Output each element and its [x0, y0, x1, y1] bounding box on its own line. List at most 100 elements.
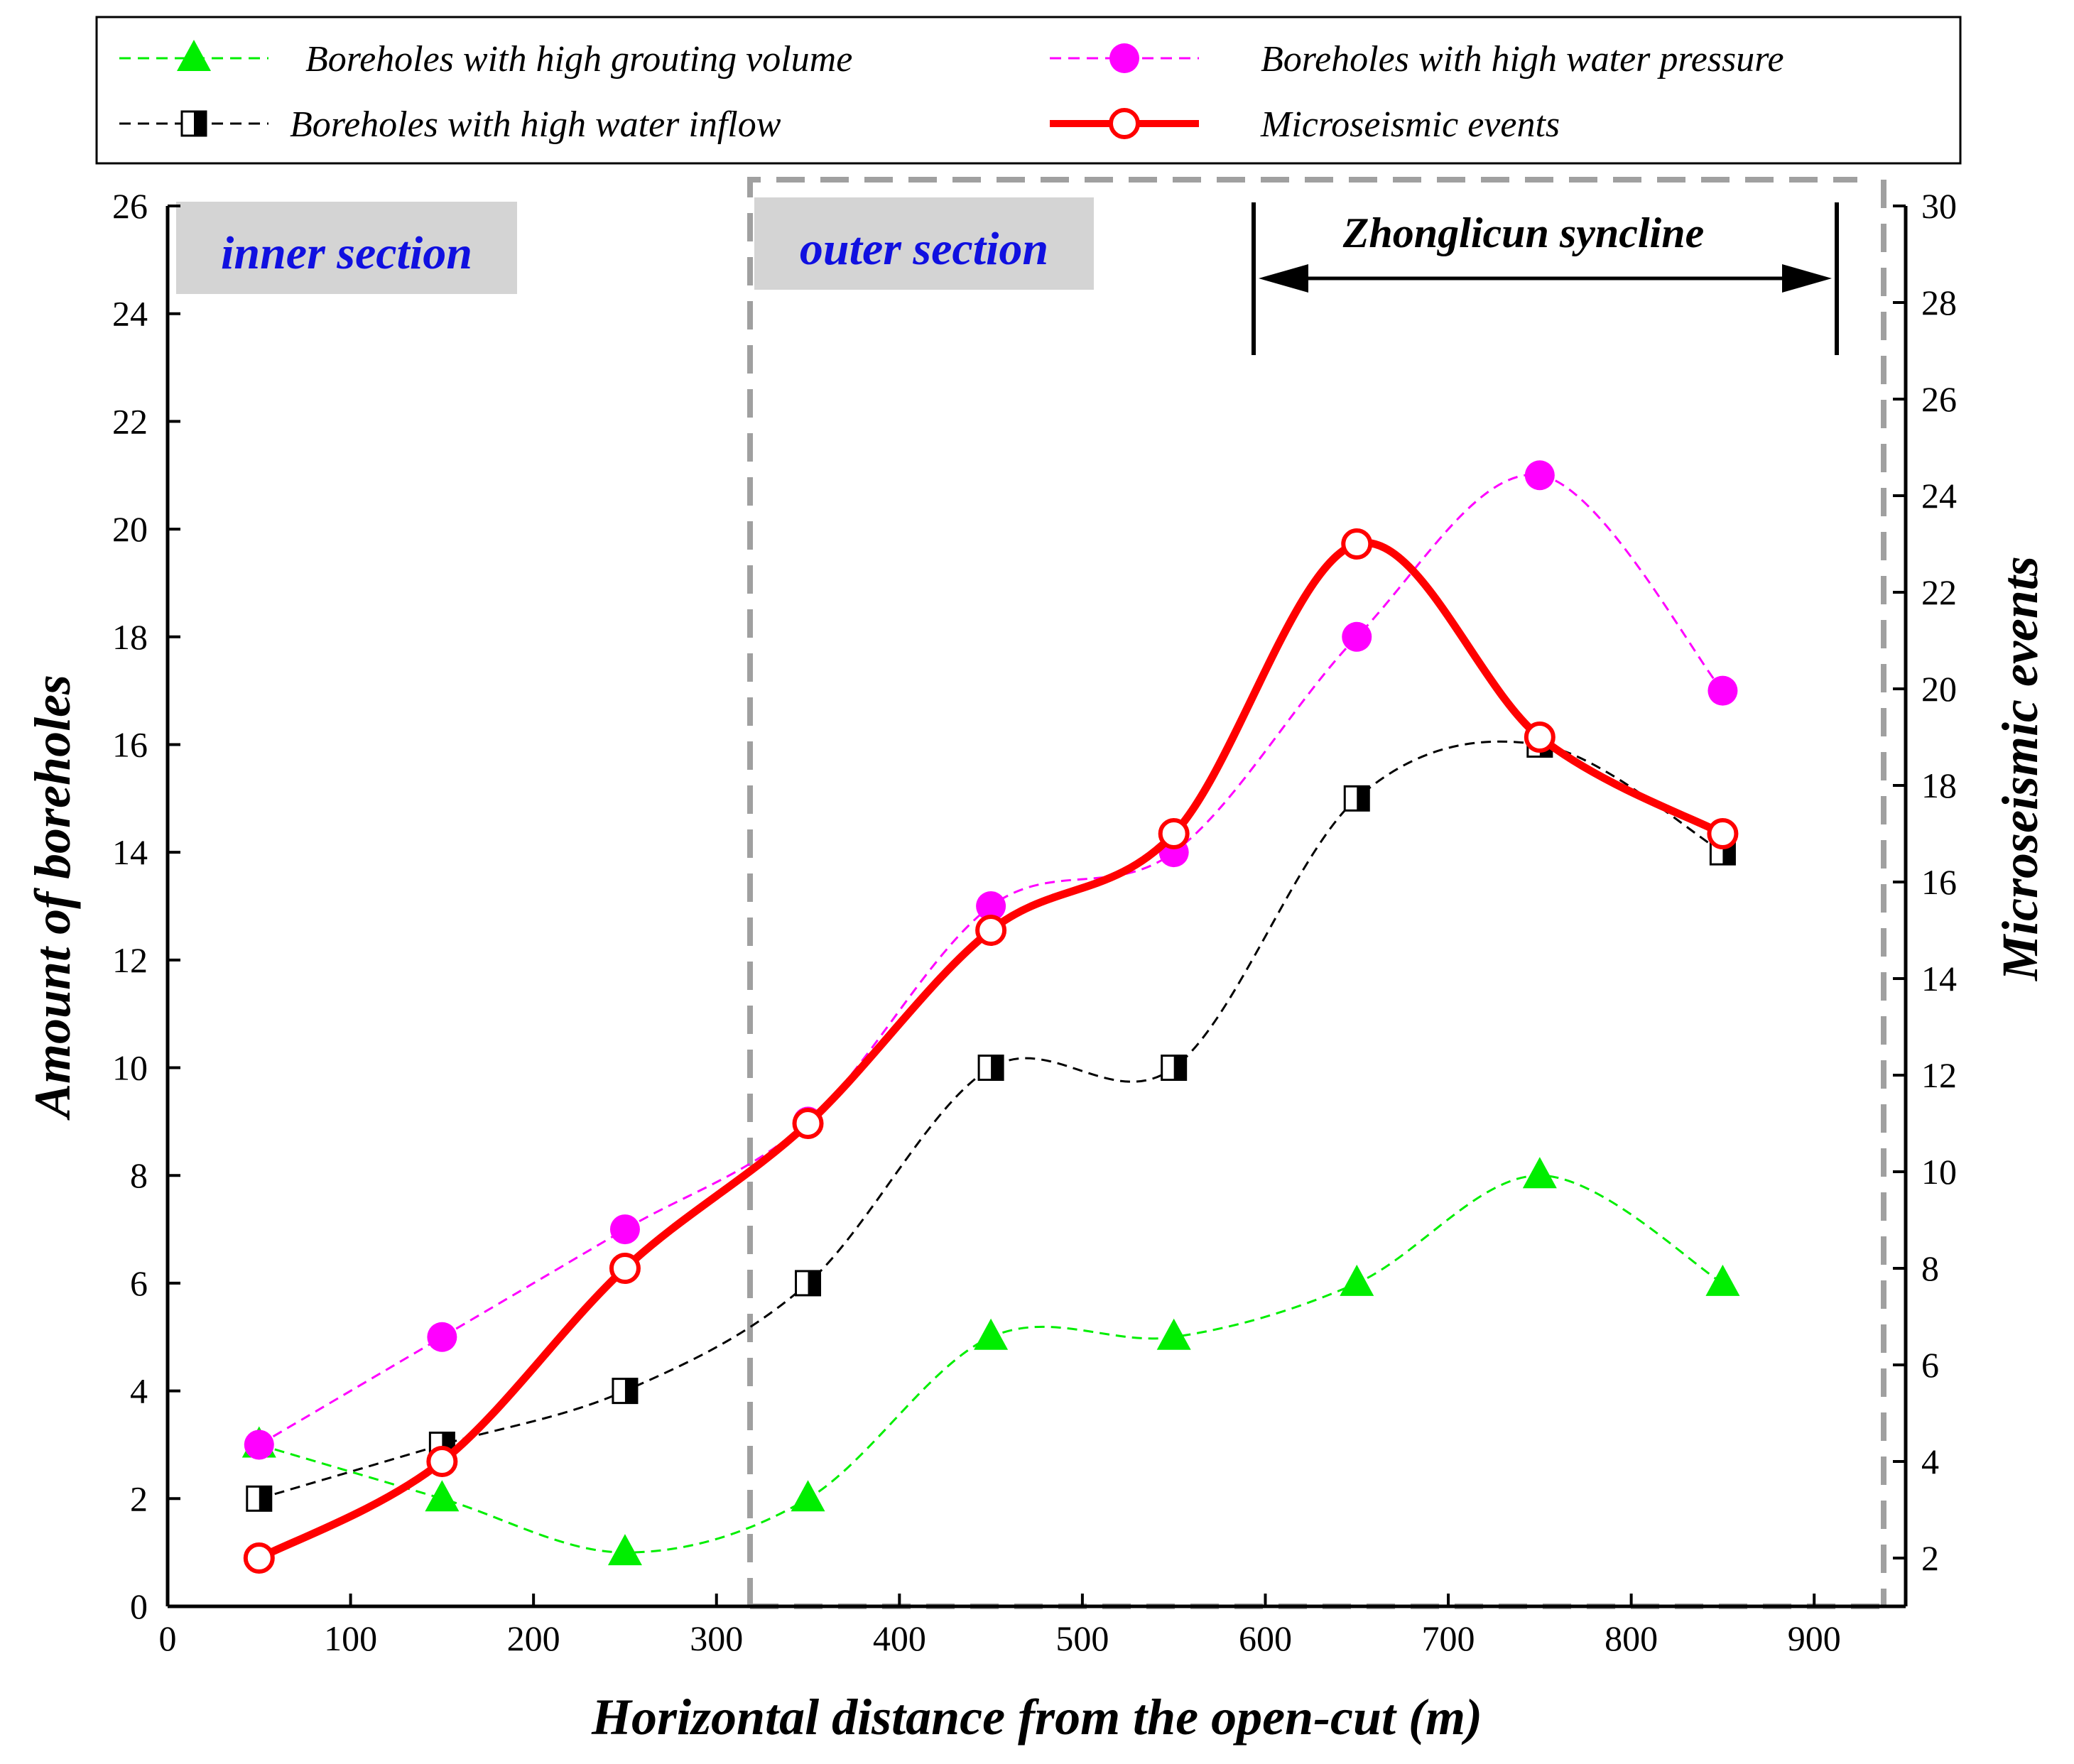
marker-half-square-fill [808, 1270, 820, 1295]
marker-half-square-fill [624, 1378, 637, 1403]
data-point-open-circle [1341, 528, 1373, 560]
y-tick-label: 16 [112, 724, 148, 764]
data-point-triangle [1156, 1318, 1191, 1350]
x-tick-label: 200 [507, 1618, 560, 1658]
data-point-half-square [1343, 785, 1370, 812]
y-tick-label: 8 [130, 1155, 148, 1195]
y-tick-label: 18 [112, 617, 148, 657]
y2-tick-label: 12 [1921, 1055, 1957, 1095]
x-tick-label: 800 [1605, 1618, 1658, 1658]
marker-half-square-fill [1357, 786, 1369, 811]
data-point-open-circle [426, 1446, 458, 1477]
y2-tick-label: 14 [1921, 959, 1957, 998]
data-point-half-square [612, 1378, 639, 1405]
x-tick-label: 700 [1422, 1618, 1475, 1658]
x-tick-label: 900 [1788, 1618, 1841, 1658]
series-line-half-square [259, 740, 1724, 1500]
series-group [241, 460, 1740, 1574]
data-point-triangle [607, 1534, 642, 1566]
data-point-open-circle [975, 915, 1007, 946]
marker-half-square-fill [991, 1055, 1004, 1080]
data-point-triangle [974, 1318, 1009, 1350]
marker-half-square-fill [1173, 1055, 1186, 1080]
legend-item: Boreholes with high water inflow [119, 104, 781, 145]
data-point-triangle [425, 1480, 460, 1512]
x-axis-title: Horizontal distance from the open-cut (m… [591, 1689, 1482, 1746]
legend-label: Boreholes with high grouting volume [305, 39, 852, 80]
series-triangle [241, 1157, 1740, 1566]
legend-box [95, 16, 1962, 165]
y-tick-label: 12 [112, 940, 148, 980]
series-line-triangle [259, 1174, 1724, 1554]
data-point-circle [1342, 621, 1372, 652]
y2-tick-label: 26 [1921, 379, 1957, 419]
series-open-circle [243, 528, 1739, 1574]
data-point-circle [244, 1430, 274, 1460]
data-point-open-circle [1158, 818, 1190, 849]
legend-label: Boreholes with high water pressure [1261, 39, 1784, 80]
y-tick-label: 22 [112, 401, 148, 441]
series-circle [244, 460, 1738, 1460]
legend-swatch-marker [1109, 108, 1140, 139]
y-axis-title: Amount of boreholes [24, 675, 81, 1121]
y-tick-label: 24 [112, 294, 148, 334]
legend-swatch-marker [1109, 43, 1139, 73]
inner-section-label: inner section [221, 227, 472, 279]
y2-tick-label: 16 [1921, 862, 1957, 902]
outer-section-label: outer section [800, 223, 1048, 275]
data-point-open-circle [243, 1542, 275, 1574]
marker-half-square-fill [194, 111, 206, 136]
legend-label: Boreholes with high water inflow [290, 104, 781, 145]
y2-tick-label: 18 [1921, 766, 1957, 805]
data-point-circle [609, 1214, 640, 1245]
legend-label: Microseismic events [1260, 104, 1560, 145]
y-tick-label: 4 [130, 1371, 148, 1411]
data-point-open-circle [1707, 818, 1739, 849]
y-tick-label: 0 [130, 1586, 148, 1626]
outer-section-bg [754, 197, 1094, 290]
inner-section-bg [176, 202, 517, 294]
legend-swatch-marker [177, 40, 211, 71]
data-point-open-circle [1524, 722, 1556, 753]
data-point-triangle [1340, 1264, 1374, 1296]
y2-tick-label: 24 [1921, 476, 1957, 516]
y-tick-label: 20 [112, 509, 148, 549]
data-point-half-square [795, 1270, 822, 1297]
y2-axis-title: Microseismic events [1992, 556, 2048, 981]
y-tick-label: 10 [112, 1048, 148, 1088]
legend: Boreholes with high grouting volume Boreh… [119, 39, 1784, 145]
x-tick-label: 400 [873, 1618, 926, 1658]
series-line-open-circle [257, 538, 1725, 1562]
y2-tick-label: 28 [1921, 283, 1957, 322]
y2-tick-label: 10 [1921, 1152, 1957, 1192]
data-point-open-circle [609, 1253, 641, 1284]
syncline-annotation: Zhonglicun syncline [1252, 202, 1839, 355]
marker-half-square-fill [259, 1486, 271, 1511]
data-point-circle [1707, 675, 1738, 706]
syncline-label: Zhonglicun syncline [1342, 209, 1704, 256]
y2-tick-label: 6 [1921, 1345, 1939, 1385]
tick-group: 0 100 200 300 400 500 600 700 800 900024681012141… [112, 186, 1957, 1658]
syncline-arrow-left-head [1259, 264, 1308, 293]
outer-section-region [747, 177, 1886, 1609]
x-tick-label: 300 [690, 1618, 743, 1658]
syncline-arrow-right-head [1782, 264, 1832, 293]
legend-swatch-marker [180, 110, 207, 137]
data-point-triangle [1705, 1264, 1740, 1296]
y2-tick-label: 22 [1921, 572, 1957, 612]
x-tick-label: 600 [1239, 1618, 1292, 1658]
y2-tick-label: 8 [1921, 1248, 1939, 1288]
y2-tick-label: 20 [1921, 669, 1957, 709]
legend-item: Boreholes with high water pressure [1050, 39, 1784, 80]
data-point-half-square [1161, 1055, 1188, 1082]
data-point-circle [1524, 460, 1555, 491]
data-point-open-circle [792, 1108, 824, 1139]
y2-tick-label: 4 [1921, 1442, 1939, 1481]
data-point-circle [976, 891, 1006, 921]
legend-item: Microseismic events [1050, 104, 1560, 145]
y-tick-label: 6 [130, 1263, 148, 1303]
legend-item: Boreholes with high grouting volume [119, 39, 852, 80]
data-point-triangle [791, 1480, 825, 1512]
data-point-half-square [246, 1485, 273, 1512]
